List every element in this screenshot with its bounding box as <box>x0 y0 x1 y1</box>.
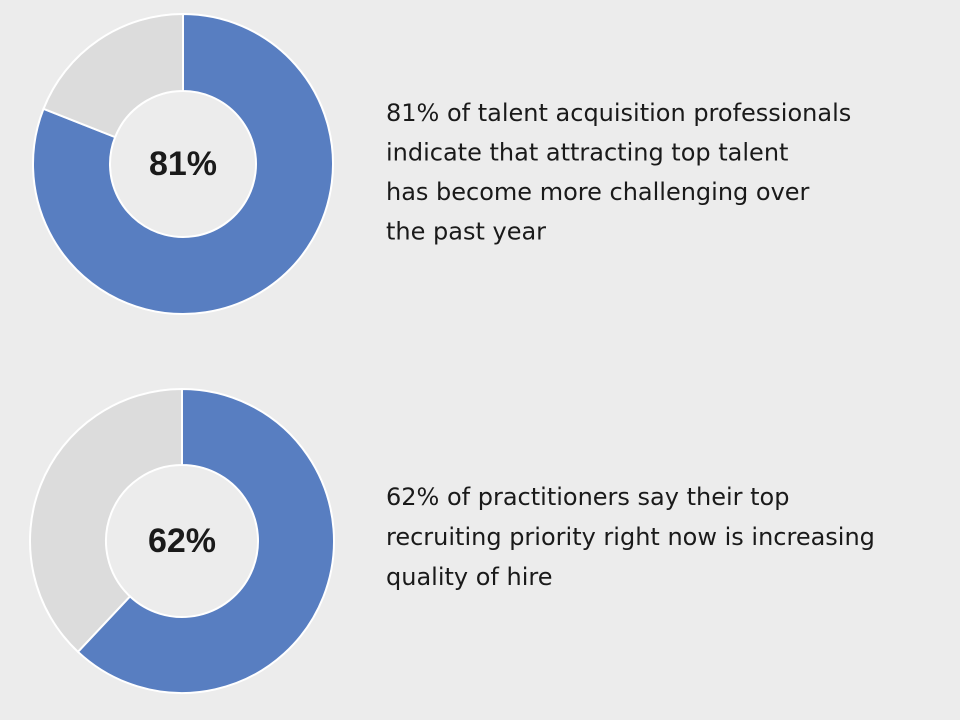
description-line: quality of hire <box>386 563 552 591</box>
description-line: 62% of practitioners say their top <box>386 483 789 511</box>
description-line: has become more challenging over <box>386 178 810 206</box>
description-line: recruiting priority right now is increas… <box>386 523 875 551</box>
donut-segment <box>42 12 184 139</box>
center-label: 62% <box>148 522 216 560</box>
donut-segment <box>76 387 335 694</box>
description-line: indicate that attracting top talent <box>386 139 788 167</box>
donut-segment <box>32 12 334 315</box>
description-line: the past year <box>386 218 546 246</box>
description-line: 81% of talent acquisition professionals <box>386 99 851 127</box>
center-label: 81% <box>149 145 217 183</box>
donut-segment <box>29 387 183 654</box>
